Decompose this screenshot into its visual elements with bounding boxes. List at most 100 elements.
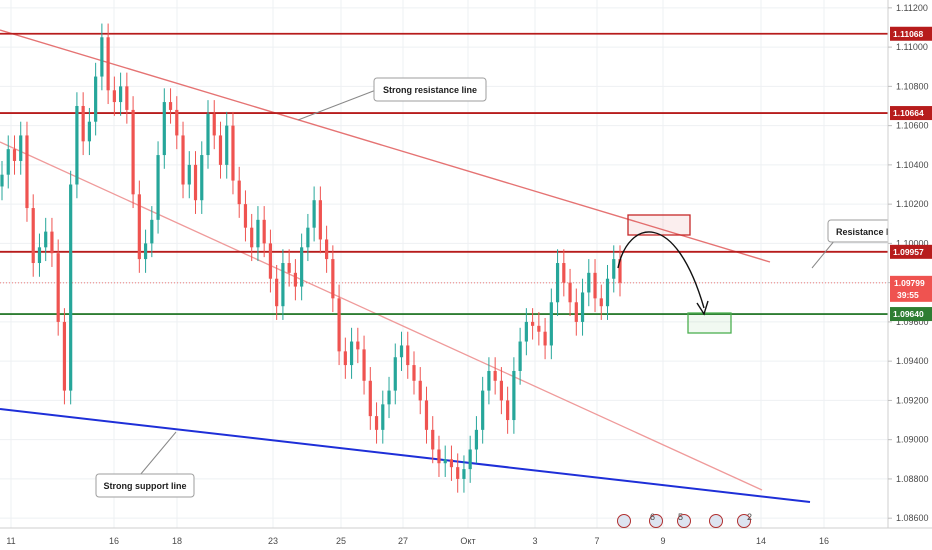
- candle-body: [156, 155, 160, 220]
- sell-zone-box[interactable]: [627, 214, 691, 236]
- flag-icon[interactable]: [617, 514, 631, 528]
- current-price-text: 1.09799: [894, 278, 925, 288]
- candle-body: [94, 76, 98, 122]
- candle-body: [462, 469, 466, 479]
- support-callout-pointer: [139, 431, 177, 476]
- price-scale-panel[interactable]: [888, 0, 932, 528]
- x-tick-label: 18: [172, 536, 182, 546]
- candle-body: [218, 135, 223, 165]
- x-tick-label: 9: [660, 536, 665, 546]
- candle-body: [337, 298, 341, 352]
- x-tick-label: 14: [756, 536, 766, 546]
- flag-icon[interactable]: [677, 514, 691, 528]
- inner-trendline[interactable]: [0, 141, 763, 491]
- candle-body: [449, 459, 454, 468]
- candle-body: [587, 272, 591, 293]
- candle-body: [518, 341, 522, 371]
- x-axis-ticks: 11 16 18 23 25 27 Окт 3 7 9 14 16: [6, 536, 829, 546]
- resistance-level-callout-pointer: [811, 239, 836, 269]
- flag-icon[interactable]: [649, 514, 663, 528]
- candle-body: [106, 37, 110, 91]
- candle-body: [562, 263, 566, 283]
- candle-body: [287, 263, 291, 273]
- projection-arrowhead: [696, 300, 709, 316]
- candle-body: [474, 429, 479, 450]
- candle-body: [212, 113, 216, 136]
- candle-body: [487, 370, 491, 391]
- candle-body: [306, 227, 310, 248]
- support-callout-box[interactable]: [95, 473, 195, 498]
- countdown-text: 39:55: [897, 290, 919, 300]
- candle-body: [593, 272, 597, 299]
- candle-body: [574, 302, 578, 322]
- y-tick-label: 1.11200: [896, 3, 928, 13]
- event-count: 5: [678, 512, 683, 522]
- y-tick-label: 1.10000: [896, 238, 929, 248]
- time-scale-panel[interactable]: [0, 528, 932, 550]
- candle-body: [362, 349, 366, 381]
- candle-body: [618, 259, 622, 283]
- candle-body: [87, 121, 91, 142]
- candle-body: [50, 231, 54, 254]
- x-tick-label: 16: [109, 536, 119, 546]
- candle-body: [293, 272, 297, 287]
- candle-body: [268, 243, 273, 279]
- candle-body: [555, 263, 560, 303]
- candle-body: [137, 194, 141, 260]
- candle-body: [193, 164, 198, 201]
- projection-arrow[interactable]: [617, 231, 705, 309]
- candle-body: [168, 102, 173, 110]
- event-count: 2: [747, 512, 752, 522]
- candle-body: [262, 219, 266, 244]
- candle-body: [349, 341, 354, 366]
- candle-body: [580, 292, 585, 322]
- x-tick-label: Окт: [460, 536, 475, 546]
- candle-body: [443, 459, 447, 464]
- flag-icon[interactable]: [737, 514, 751, 528]
- candle-body: [44, 231, 48, 248]
- candle-body: [200, 155, 204, 201]
- candle-body: [25, 135, 29, 209]
- strong-support-trendline[interactable]: [0, 408, 811, 503]
- candle-body: [37, 247, 42, 264]
- candle-body: [393, 357, 397, 391]
- candle-body: [243, 204, 248, 228]
- candle-body: [300, 247, 304, 287]
- candle-body: [206, 113, 210, 156]
- candle-body: [506, 400, 510, 421]
- candle-body: [418, 380, 422, 401]
- candle-body: [412, 365, 416, 381]
- candle-body: [605, 278, 610, 307]
- candle-body: [275, 278, 279, 307]
- candle-body: [100, 37, 104, 77]
- event-count: 6: [650, 512, 655, 522]
- candle-body: [343, 351, 347, 366]
- level-price-text: 1.11068: [893, 29, 924, 39]
- candle-body: [143, 243, 148, 260]
- y-axis-ticks: 1.11200 1.11000 1.10800 1.10600 1.10400 1.102…: [888, 3, 929, 523]
- y-tick-label: 1.09000: [896, 435, 929, 445]
- y-tick-label: 1.10600: [896, 121, 929, 131]
- candle-body: [56, 253, 60, 322]
- candle-body: [374, 416, 379, 430]
- candle-body: [225, 125, 229, 165]
- candle-body: [356, 341, 360, 350]
- y-tick-label: 1.10800: [896, 81, 929, 91]
- x-tick-label: 11: [6, 536, 15, 546]
- target-zone-box[interactable]: [687, 312, 732, 334]
- horizontal-levels: [0, 32, 888, 315]
- y-tick-label: 1.09200: [896, 395, 929, 405]
- candle-body: [424, 400, 429, 430]
- strong-resistance-trendline[interactable]: [0, 29, 771, 263]
- candle-body: [599, 298, 603, 307]
- y-tick-label: 1.09600: [896, 317, 929, 327]
- y-tick-label: 1.11000: [896, 42, 928, 52]
- flag-icon[interactable]: [709, 514, 723, 528]
- resistance-callout-pointer: [297, 89, 377, 121]
- candle-body: [75, 105, 79, 185]
- resistance-callout-box[interactable]: [373, 77, 487, 102]
- x-tick-label: 7: [594, 536, 599, 546]
- candle-body: [81, 105, 85, 142]
- support-callout-text: Strong support line: [104, 481, 187, 491]
